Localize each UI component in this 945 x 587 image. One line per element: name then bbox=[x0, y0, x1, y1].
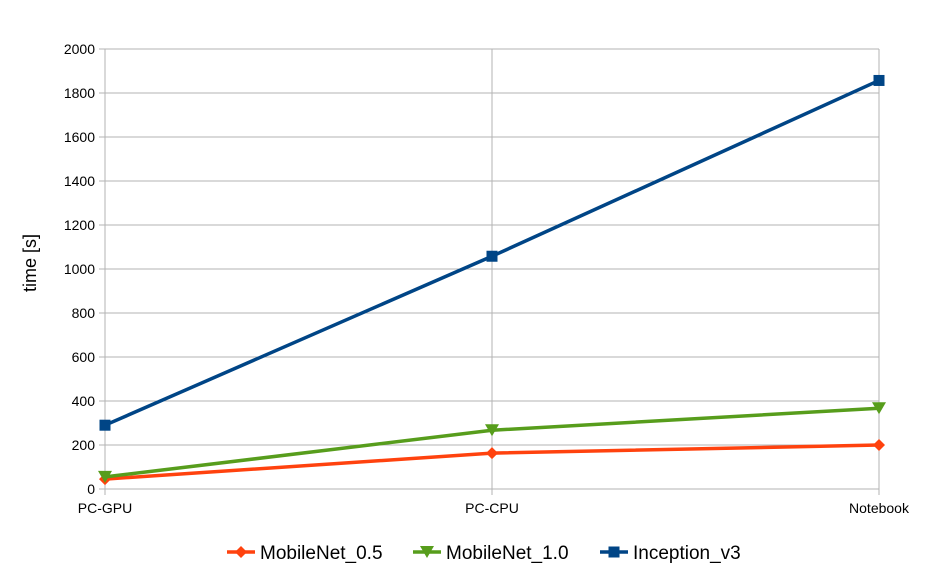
data-point bbox=[872, 402, 886, 415]
data-point bbox=[485, 424, 499, 437]
y-tick-label: 2000 bbox=[64, 41, 95, 57]
y-tick-label: 1400 bbox=[64, 173, 95, 189]
legend-marker bbox=[420, 546, 434, 558]
legend-label: Inception_v3 bbox=[633, 543, 741, 564]
legend-item-1: MobileNet_1.0 bbox=[413, 543, 569, 564]
gridlines bbox=[99, 48, 880, 495]
legend-marker bbox=[235, 546, 247, 558]
x-axis-tick-labels: PC-GPU PC-CPU Notebook bbox=[78, 500, 910, 516]
y-axis-tick-labels: 0 200 400 600 800 1000 1200 1400 1600 1800 2000 bbox=[64, 41, 95, 497]
series-1 bbox=[98, 402, 886, 483]
data-point bbox=[486, 447, 498, 460]
y-tick-label: 1000 bbox=[64, 261, 95, 277]
legend-label: MobileNet_0.5 bbox=[260, 543, 383, 564]
y-axis-title: time [s] bbox=[20, 234, 40, 292]
y-tick-label: 1200 bbox=[64, 217, 95, 233]
y-tick-label: 600 bbox=[72, 349, 96, 365]
y-tick-label: 0 bbox=[87, 481, 95, 497]
series-layer bbox=[98, 74, 886, 486]
y-tick-label: 400 bbox=[72, 393, 96, 409]
y-tick-label: 1600 bbox=[64, 129, 95, 145]
data-point bbox=[99, 419, 111, 431]
x-tick-label: PC-GPU bbox=[78, 500, 132, 516]
y-tick-label: 200 bbox=[72, 437, 96, 453]
legend-item-2: Inception_v3 bbox=[600, 543, 741, 564]
data-point bbox=[98, 470, 112, 483]
legend-label: MobileNet_1.0 bbox=[446, 543, 569, 564]
legend-item-0: MobileNet_0.5 bbox=[227, 543, 383, 564]
legend-marker bbox=[608, 546, 620, 558]
y-tick-label: 1800 bbox=[64, 85, 95, 101]
x-tick-label: Notebook bbox=[849, 500, 910, 516]
data-point bbox=[486, 250, 498, 262]
legend: MobileNet_0.5 MobileNet_1.0 Inception_v3 bbox=[227, 543, 741, 564]
data-point bbox=[873, 74, 885, 86]
data-point bbox=[873, 439, 885, 451]
y-tick-label: 800 bbox=[72, 305, 96, 321]
series-2 bbox=[99, 74, 885, 431]
x-tick-label: PC-CPU bbox=[465, 500, 519, 516]
